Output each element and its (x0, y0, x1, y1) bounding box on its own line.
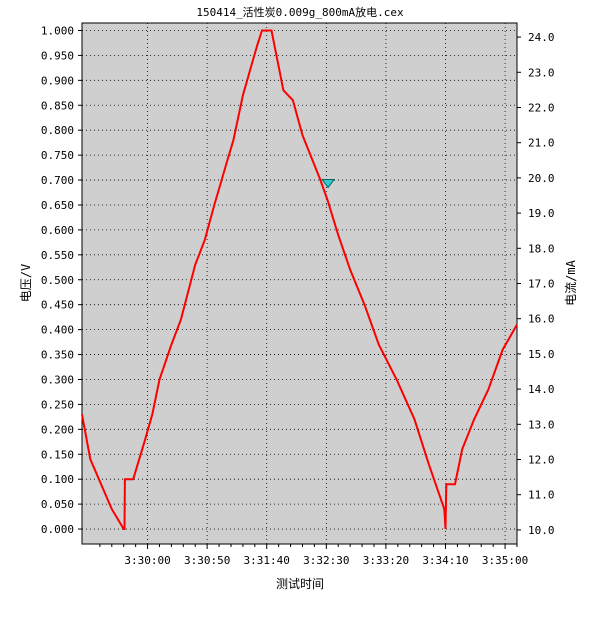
y-tick-label: 0.950 (41, 49, 74, 62)
y2-tick-label: 21.0 (528, 137, 555, 150)
x-tick-label: 3:30:00 (124, 554, 170, 567)
y2-tick-label: 23.0 (528, 66, 555, 79)
y2-tick-label: 15.0 (528, 348, 555, 361)
y-tick-label: 0.250 (41, 398, 74, 411)
y-tick-label: 0.700 (41, 174, 74, 187)
y-tick-label: 0.100 (41, 473, 74, 486)
x-axis-title: 测试时间 (276, 576, 324, 591)
cursor-marker (321, 179, 336, 189)
y2-tick-label: 10.0 (528, 524, 555, 537)
chart-title: 150414_活性炭0.009g_800mA放电.cex (196, 5, 404, 19)
x-tick-label: 3:33:20 (363, 554, 409, 567)
x-tick-label: 3:35:00 (482, 554, 528, 567)
y-tick-label: 0.900 (41, 74, 74, 87)
y-tick-label: 0.500 (41, 274, 74, 287)
y2-tick-label: 11.0 (528, 489, 555, 502)
y2-tick-label: 17.0 (528, 278, 555, 291)
grid-lines (82, 23, 517, 544)
y-tick-label: 0.550 (41, 249, 74, 262)
y2-tick-label: 20.0 (528, 172, 555, 185)
y2-tick-label: 14.0 (528, 383, 555, 396)
y2-tick-label: 16.0 (528, 313, 555, 326)
y-tick-label: 0.150 (41, 448, 74, 461)
plot-area (81, 22, 518, 545)
voltage-series-line (81, 29, 518, 530)
y-tick-label: 0.200 (41, 423, 74, 436)
y-tick-label: 0.600 (41, 224, 74, 237)
y-tick-label: 0.300 (41, 373, 74, 386)
y2-tick-label: 19.0 (528, 207, 555, 220)
y2-axis-title: 电流/mA (564, 259, 578, 305)
y-tick-label: 1.000 (41, 24, 74, 37)
y-axis-title: 电压/V (19, 264, 33, 302)
y-tick-label: 0.850 (41, 99, 74, 112)
y2-tick-label: 13.0 (528, 418, 555, 431)
x-tick-label: 3:32:30 (303, 554, 349, 567)
y-tick-label: 0.000 (41, 523, 74, 536)
y-tick-label: 0.450 (41, 299, 74, 312)
x-tick-label: 3:31:40 (244, 554, 290, 567)
y2-tick-label: 18.0 (528, 242, 555, 255)
y-tick-label: 0.800 (41, 124, 74, 137)
y-tick-label: 0.350 (41, 349, 74, 362)
y-tick-label: 0.400 (41, 324, 74, 337)
y2-tick-label: 24.0 (528, 31, 555, 44)
series-layer (81, 29, 518, 530)
x-tick-label: 3:30:50 (184, 554, 230, 567)
y-tick-label: 0.750 (41, 149, 74, 162)
y2-tick-label: 12.0 (528, 454, 555, 467)
y-tick-label: 0.650 (41, 199, 74, 212)
y2-tick-label: 22.0 (528, 101, 555, 114)
x-tick-label: 3:34:10 (422, 554, 468, 567)
y-tick-label: 0.050 (41, 498, 74, 511)
axes: 0.000 0.050 0.100 0.150 0.200 0.250 0.300 0.350… (41, 24, 555, 567)
